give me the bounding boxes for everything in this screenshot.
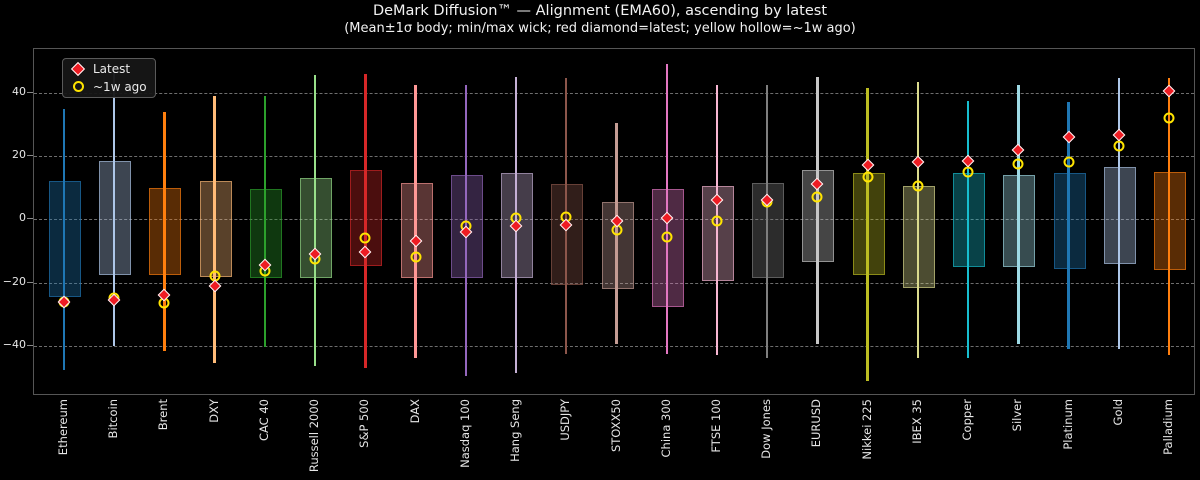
legend-week-ago-label: ~1w ago [93,79,147,94]
x-tick-label-11: STOXX50 [608,399,623,453]
x-tick-label-16: Nikkei 225 [859,399,874,460]
week-ago-circle-marker-20 [1063,156,1075,168]
minmax-wick-21 [1117,78,1121,349]
legend-item-latest: Latest [63,61,155,77]
x-tick-label-10: USDJPY [558,399,573,441]
x-tick-label-15: EURUSD [809,399,824,448]
latest-diamond-marker-3 [208,279,222,293]
y-tick-mark [27,344,33,346]
x-tick-label-1: Bitcoin [106,399,121,439]
legend: Latest ~1w ago [62,58,156,98]
minmax-wick-22 [1167,78,1171,356]
x-tick-label-3: DXY [206,399,221,423]
x-tick-label-2: Brent [156,399,171,431]
x-tick-label-18: Copper [960,399,975,441]
x-tick-label-9: Hang Seng [508,399,523,462]
y-tick-mark [27,281,33,283]
x-tick-label-14: Dow Jones [759,399,774,459]
week-ago-circle-icon [72,81,84,93]
chart-title: DeMark Diffusion™ — Alignment (EMA60), a… [372,3,828,19]
latest-diamond-marker-19 [1011,143,1025,157]
week-ago-circle-marker-19 [1012,158,1024,170]
x-tick-label-4: CAC 40 [256,399,271,442]
minmax-wick-2 [163,111,166,351]
latest-diamond-marker-17 [911,155,925,169]
x-tick-label-21: Gold [1110,399,1125,426]
minmax-wick-18 [966,100,970,359]
minmax-wick-7 [414,84,417,359]
week-ago-circle-marker-22 [1163,112,1175,124]
x-tick-label-19: Silver [1010,399,1025,432]
minmax-wick-17 [916,81,920,359]
week-ago-circle-marker-6 [359,232,371,244]
week-ago-circle-marker-12 [661,231,673,243]
x-tick-label-0: Ethereum [56,399,70,456]
y-tick-mark [27,91,33,93]
latest-diamond-marker-16 [861,159,875,172]
minmax-wick-0 [62,108,66,370]
x-tick-label-5: Russell 2000 [307,399,322,473]
legend-week-ago-swatch-wrap [63,81,93,93]
week-ago-circle-marker-16 [862,171,874,183]
week-ago-circle-marker-17 [912,180,924,192]
minmax-wick-1 [113,70,116,346]
x-tick-label-6: S&P 500 [357,399,372,448]
gridline [34,282,1194,284]
minmax-wick-4 [263,95,267,348]
y-tick-label: 40 [12,84,26,98]
latest-diamond-icon [70,62,86,77]
minmax-wick-5 [313,75,317,367]
latest-diamond-marker-20 [1062,130,1075,144]
y-tick-mark [27,154,33,156]
minmax-wick-15 [816,76,819,345]
x-tick-label-17: IBEX 35 [909,399,924,444]
legend-latest-swatch-wrap [63,62,93,77]
week-ago-circle-marker-15 [811,191,823,203]
week-ago-circle-marker-21 [1113,140,1125,152]
x-tick-label-8: Nasdaq 100 [457,399,472,468]
chart-subtitle: (Mean±1σ body; min/max wick; red diamond… [344,21,856,36]
x-tick-label-7: DAX [407,399,422,424]
x-tick-label-20: Platinum [1060,399,1075,450]
minmax-wick-19 [1017,84,1020,345]
legend-item-week-ago: ~1w ago [63,79,155,95]
minmax-wick-20 [1067,102,1070,349]
week-ago-circle-marker-7 [410,251,422,263]
gridline [34,92,1194,94]
minmax-wick-12 [665,64,668,354]
minmax-wick-6 [364,73,367,368]
gridline [34,345,1194,347]
latest-diamond-marker-21 [1112,129,1126,142]
x-tick-label-12: China 300 [658,399,673,458]
minmax-wick-16 [866,87,869,381]
x-tick-label-22: Palladium [1161,399,1176,455]
week-ago-circle-marker-13 [711,215,723,227]
y-tick-label: 20 [12,147,26,161]
y-tick-label: 0 [19,211,26,225]
latest-diamond-marker-22 [1162,84,1176,98]
y-tick-label: −40 [2,337,26,351]
plot-area [33,48,1195,395]
minmax-wick-3 [213,95,216,364]
y-tick-mark [27,218,33,220]
minmax-wick-14 [766,84,769,359]
x-tick-label-13: FTSE 100 [708,399,723,453]
y-tick-label: −20 [2,274,26,288]
gridline [34,155,1194,157]
legend-latest-label: Latest [93,62,131,77]
week-ago-circle-marker-18 [962,166,974,178]
